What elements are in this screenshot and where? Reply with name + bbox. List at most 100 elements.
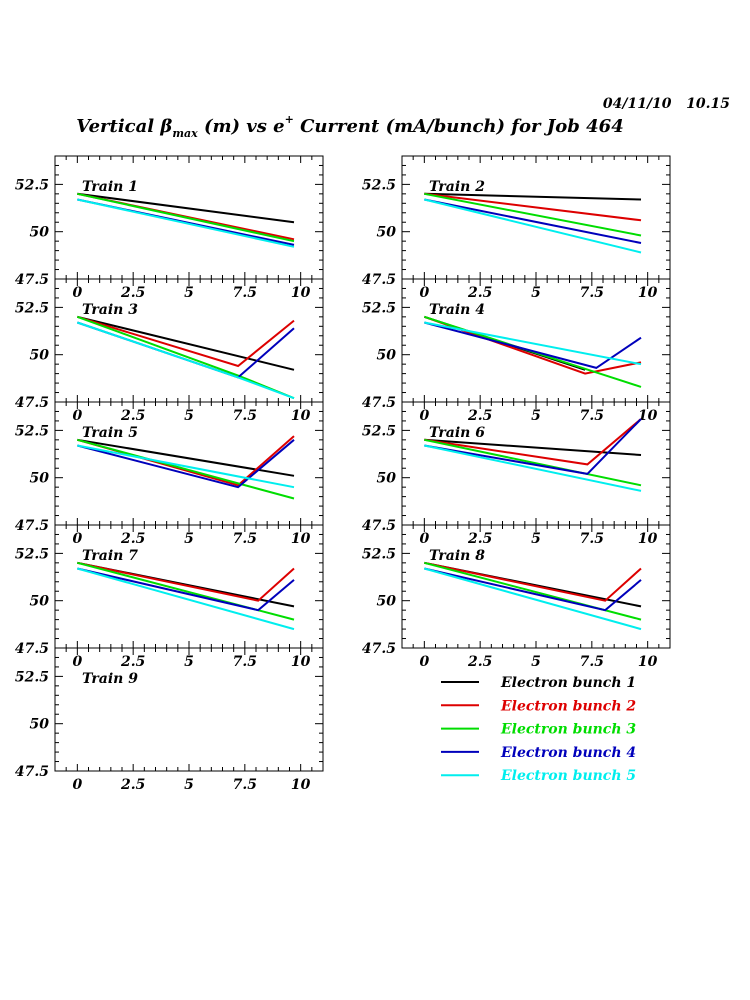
x-tick-label: 2.5 bbox=[120, 531, 145, 547]
x-tick-label: 7.5 bbox=[233, 777, 257, 793]
x-tick-label: 2.5 bbox=[120, 654, 145, 670]
title-mid: (m) vs e bbox=[198, 116, 285, 137]
x-tick-label: 5 bbox=[531, 654, 541, 670]
x-tick-label: 7.5 bbox=[580, 285, 604, 301]
y-tick-label: 52.5 bbox=[15, 300, 49, 316]
series-line-bunch-1 bbox=[77, 192, 295, 224]
y-tick-label: 52.5 bbox=[362, 300, 396, 316]
x-tick-label: 5 bbox=[531, 531, 541, 547]
series-line-bunch-5 bbox=[77, 198, 295, 248]
series-line-bunch-1 bbox=[424, 192, 642, 201]
x-tick-label: 10 bbox=[291, 654, 311, 670]
timestamp: 04/11/10 10.15 bbox=[603, 96, 730, 112]
x-tick-label: 5 bbox=[184, 777, 194, 793]
panel-label: Train 7 bbox=[82, 548, 138, 564]
legend-item: Electron bunch 1 bbox=[441, 675, 636, 691]
x-tick-label: 2.5 bbox=[467, 531, 492, 547]
series-line-bunch-3 bbox=[77, 561, 295, 621]
legend: Electron bunch 1 Electron bunch 2 Electron… bbox=[441, 675, 636, 784]
series-line-bunch-3 bbox=[77, 192, 295, 243]
x-tick-label: 7.5 bbox=[580, 654, 604, 670]
panel-1: 0 2.5 5 7.5 10 47.5 50 52.5 Train 1 bbox=[15, 155, 324, 301]
x-tick-label: 5 bbox=[184, 654, 194, 670]
series-line-bunch-4 bbox=[77, 567, 295, 612]
x-tick-label: 10 bbox=[291, 408, 311, 424]
y-tick-label: 50 bbox=[30, 717, 50, 733]
x-tick-label: 2.5 bbox=[120, 777, 145, 793]
y-tick-label: 50 bbox=[377, 471, 397, 487]
y-tick-label: 52.5 bbox=[362, 423, 396, 439]
y-tick-label: 47.5 bbox=[15, 272, 49, 288]
series-line-bunch-3 bbox=[77, 438, 295, 500]
legend-label: Electron bunch 2 bbox=[500, 698, 636, 714]
x-tick-label: 5 bbox=[531, 285, 541, 301]
y-tick-label: 52.5 bbox=[15, 177, 49, 193]
y-tick-label: 52.5 bbox=[362, 177, 396, 193]
x-tick-label: 0 bbox=[72, 285, 82, 301]
series-line-bunch-5 bbox=[77, 444, 295, 489]
series-line-bunch-2 bbox=[424, 561, 642, 602]
legend-item: Electron bunch 2 bbox=[441, 698, 636, 714]
y-tick-label: 52.5 bbox=[15, 669, 49, 685]
panel-label: Train 1 bbox=[82, 179, 138, 195]
x-tick-label: 0 bbox=[72, 531, 82, 547]
series-line-bunch-4 bbox=[424, 321, 642, 369]
y-tick-label: 50 bbox=[30, 348, 50, 364]
y-tick-label: 52.5 bbox=[362, 546, 396, 562]
title-sub: max bbox=[172, 127, 198, 140]
y-tick-label: 50 bbox=[30, 594, 50, 610]
y-tick-label: 47.5 bbox=[15, 764, 49, 780]
x-tick-label: 10 bbox=[291, 285, 311, 301]
series-line-bunch-4 bbox=[424, 418, 642, 475]
y-tick-label: 47.5 bbox=[362, 518, 396, 534]
x-tick-label: 10 bbox=[638, 531, 658, 547]
x-tick-label: 2.5 bbox=[120, 285, 145, 301]
series-line-bunch-2 bbox=[77, 561, 295, 602]
x-tick-label: 10 bbox=[638, 408, 658, 424]
x-tick-label: 0 bbox=[419, 531, 429, 547]
series-line-bunch-2 bbox=[424, 418, 642, 466]
panel-label: Train 4 bbox=[429, 302, 485, 318]
series-line-bunch-2 bbox=[424, 192, 642, 222]
x-tick-label: 0 bbox=[419, 408, 429, 424]
y-tick-label: 50 bbox=[30, 225, 50, 241]
x-tick-label: 7.5 bbox=[233, 531, 257, 547]
x-tick-label: 5 bbox=[531, 408, 541, 424]
panel-label: Train 8 bbox=[429, 548, 485, 564]
title-beta: β bbox=[159, 116, 172, 137]
series-line-bunch-5 bbox=[424, 444, 642, 492]
panel-label: Train 5 bbox=[82, 425, 138, 441]
x-tick-label: 5 bbox=[184, 408, 194, 424]
panel-2: 0 2.5 5 7.5 10 47.5 50 52.5 Train 2 bbox=[362, 155, 671, 301]
panel-label: Train 6 bbox=[429, 425, 485, 441]
x-tick-label: 2.5 bbox=[467, 285, 492, 301]
y-tick-label: 47.5 bbox=[362, 395, 396, 411]
y-tick-label: 52.5 bbox=[15, 546, 49, 562]
legend-label: Electron bunch 4 bbox=[500, 745, 636, 761]
x-tick-label: 0 bbox=[419, 285, 429, 301]
x-tick-label: 2.5 bbox=[120, 408, 145, 424]
y-tick-label: 50 bbox=[30, 471, 50, 487]
y-tick-label: 50 bbox=[377, 594, 397, 610]
series-line-bunch-5 bbox=[424, 198, 642, 254]
series-line-bunch-3 bbox=[424, 561, 642, 621]
legend-item: Electron bunch 5 bbox=[441, 768, 636, 784]
x-tick-label: 7.5 bbox=[233, 408, 257, 424]
page-title: Vertical βmax (m) vs e+ Current (mA/bunc… bbox=[76, 113, 623, 140]
x-tick-label: 0 bbox=[72, 654, 82, 670]
title-post: Current (mA/bunch) for Job 464 bbox=[294, 116, 624, 137]
series-line-bunch-1 bbox=[77, 315, 295, 371]
series-line-bunch-5 bbox=[77, 567, 295, 631]
x-tick-label: 7.5 bbox=[233, 285, 257, 301]
y-tick-label: 47.5 bbox=[15, 395, 49, 411]
title-sup: + bbox=[285, 113, 294, 126]
x-tick-label: 7.5 bbox=[580, 408, 604, 424]
x-tick-label: 2.5 bbox=[467, 408, 492, 424]
series-line-bunch-2 bbox=[77, 315, 295, 368]
series-line-bunch-5 bbox=[424, 321, 642, 366]
series-line-bunch-2 bbox=[423, 315, 642, 375]
legend-item: Electron bunch 3 bbox=[441, 722, 636, 738]
y-tick-label: 47.5 bbox=[15, 518, 49, 534]
